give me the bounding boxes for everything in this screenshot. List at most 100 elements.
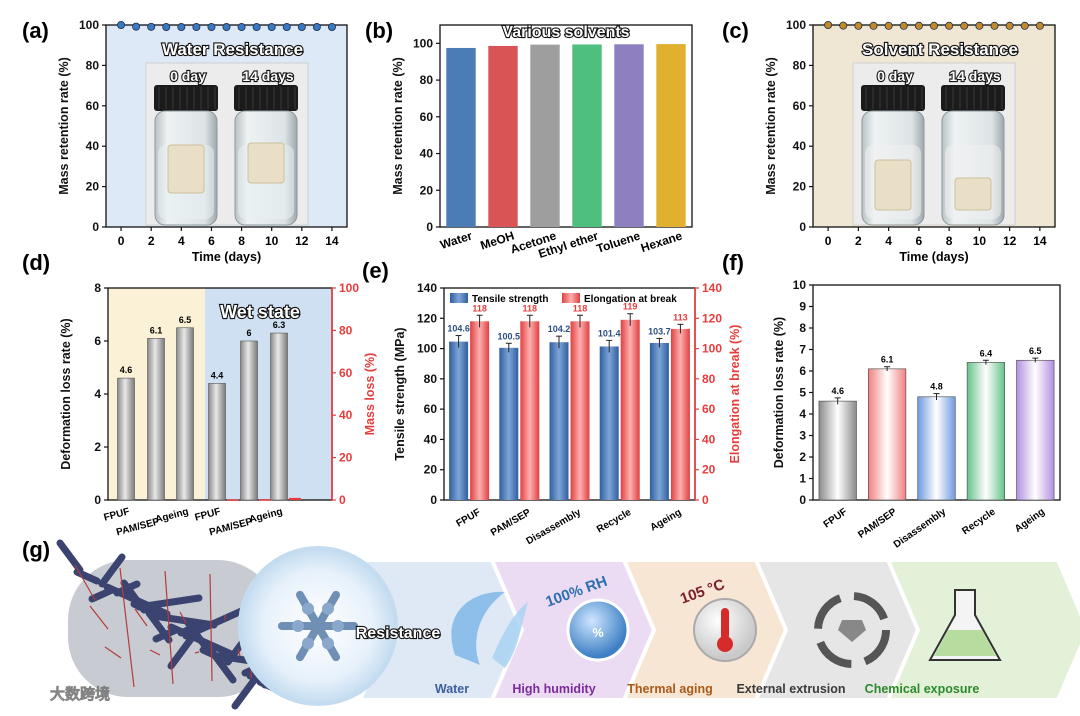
data-point (1020, 21, 1029, 30)
y-tick-label: 120 (417, 311, 437, 325)
x-tick-label: 10 (265, 234, 279, 248)
snowflake-node (302, 602, 314, 615)
x-tick-label: FPUF (822, 506, 850, 530)
x-tick-label: PAM/SEP (489, 507, 533, 539)
x-tick-label: Ageing (154, 506, 190, 525)
data-point (824, 20, 833, 29)
y-tick-label: 3 (799, 429, 806, 443)
legend-label-tensile: Tensile strength (472, 294, 549, 305)
y-tick-label: 0 (92, 220, 99, 234)
data-point (282, 23, 291, 32)
y-tick-label: 120 (702, 311, 722, 325)
panel-f-chart: 0 1 2 3 4 5 6 7 8 9 10 Deformation loss rate (%) 4.6… (772, 278, 1061, 551)
photo-border (145, 62, 309, 226)
bar (1016, 359, 1055, 501)
sep-fiber (194, 651, 200, 654)
bar (656, 44, 686, 228)
tensile-bar (499, 347, 519, 500)
tensile-bar (599, 346, 619, 500)
x-tick-label: 14 (325, 234, 339, 248)
x-tick-label: Toluene (595, 228, 643, 255)
y-tick-label: 100 (417, 342, 437, 356)
schematic-label: Chemical exposure (865, 682, 980, 696)
plot-frame (439, 24, 693, 228)
water-splash-icon (492, 602, 528, 668)
data-label: 118 (573, 303, 588, 313)
bar (147, 338, 165, 501)
wet-state-annotation: Wet state (220, 302, 300, 322)
x-tick-label: Ageing (248, 506, 284, 525)
photo-border (852, 62, 1016, 226)
vial-day14-cap (234, 85, 298, 111)
panel-label-b: (b) (365, 18, 393, 43)
photo-label-day14: 14 days (949, 68, 1001, 84)
data-point (207, 23, 216, 32)
y-tick-label: 80 (793, 58, 807, 72)
x-tick-label: 6 (916, 234, 923, 248)
y-tick-label: 8 (799, 321, 806, 335)
y-tick-label: 20 (793, 180, 807, 194)
sep-fiber (119, 567, 135, 688)
x-tick-label: Recycle (595, 507, 634, 536)
data-point (869, 21, 878, 30)
data-point (267, 23, 276, 32)
data-point (297, 23, 306, 32)
thermometer-bulb (717, 636, 733, 652)
y-tick-label: 20 (702, 463, 716, 477)
x-tick-label: Disassembly (525, 507, 584, 547)
y-tick-label: 140 (702, 281, 722, 295)
data-point (312, 23, 321, 32)
bar (117, 377, 135, 501)
data-point (252, 23, 261, 32)
data-label: 119 (623, 302, 638, 312)
y-tick-label: 6 (94, 334, 101, 348)
bar (530, 44, 560, 227)
x-tick-label: FPUF (454, 507, 482, 530)
bar (572, 44, 602, 227)
data-label: 101.4 (598, 328, 621, 338)
x-tick-label: 8 (946, 234, 953, 248)
data-point (960, 21, 969, 30)
y-tick-label: 80 (702, 372, 716, 386)
elongation-bar (620, 319, 640, 500)
data-label: 4.6 (120, 365, 133, 375)
y-tick-label: 60 (424, 402, 438, 416)
data-point (162, 23, 171, 32)
x-tick-label: FPUF (103, 506, 131, 523)
bar (270, 332, 288, 501)
y-axis-label: Mass retention rate (%) (57, 57, 71, 195)
data-label: 4.8 (930, 382, 943, 392)
x-tick-label: 8 (238, 234, 245, 248)
y-tick-label: 40 (420, 147, 434, 161)
legend-swatch-elongation (562, 293, 580, 303)
panel-label-c: (c) (722, 18, 749, 43)
data-label: 103.7 (648, 326, 671, 336)
bar (917, 396, 956, 501)
foam-strut (135, 594, 203, 611)
x-tick-label: 12 (295, 234, 309, 248)
vial-day0-foam-sample (167, 144, 205, 194)
elongation-bar (520, 321, 540, 500)
x-axis-label: Time (days) (192, 250, 261, 264)
y-axis-label: Mass retention rate (%) (764, 57, 778, 195)
x-tick-label: Water (438, 228, 474, 252)
bar (176, 327, 194, 501)
sep-fiber (149, 649, 161, 656)
y-axis-label: Elongation at break (%) (728, 325, 742, 464)
humidity-icon (566, 598, 630, 662)
y-tick-label: 8 (94, 281, 101, 295)
data-label: 4.6 (831, 386, 844, 396)
x-tick-label: Ageing (1013, 506, 1047, 534)
x-tick-label: PAM/SEP (208, 516, 254, 538)
x-tick-label: 4 (885, 234, 892, 248)
panel-label-a: (a) (22, 18, 49, 43)
flask-liquid (934, 630, 996, 656)
y-tick-label: 40 (339, 408, 353, 422)
bar (488, 45, 518, 228)
chart-title: Solvent Resistance (862, 40, 1018, 59)
x-tick-label: 14 (1033, 234, 1047, 248)
x-tick-label: FPUF (194, 506, 222, 523)
